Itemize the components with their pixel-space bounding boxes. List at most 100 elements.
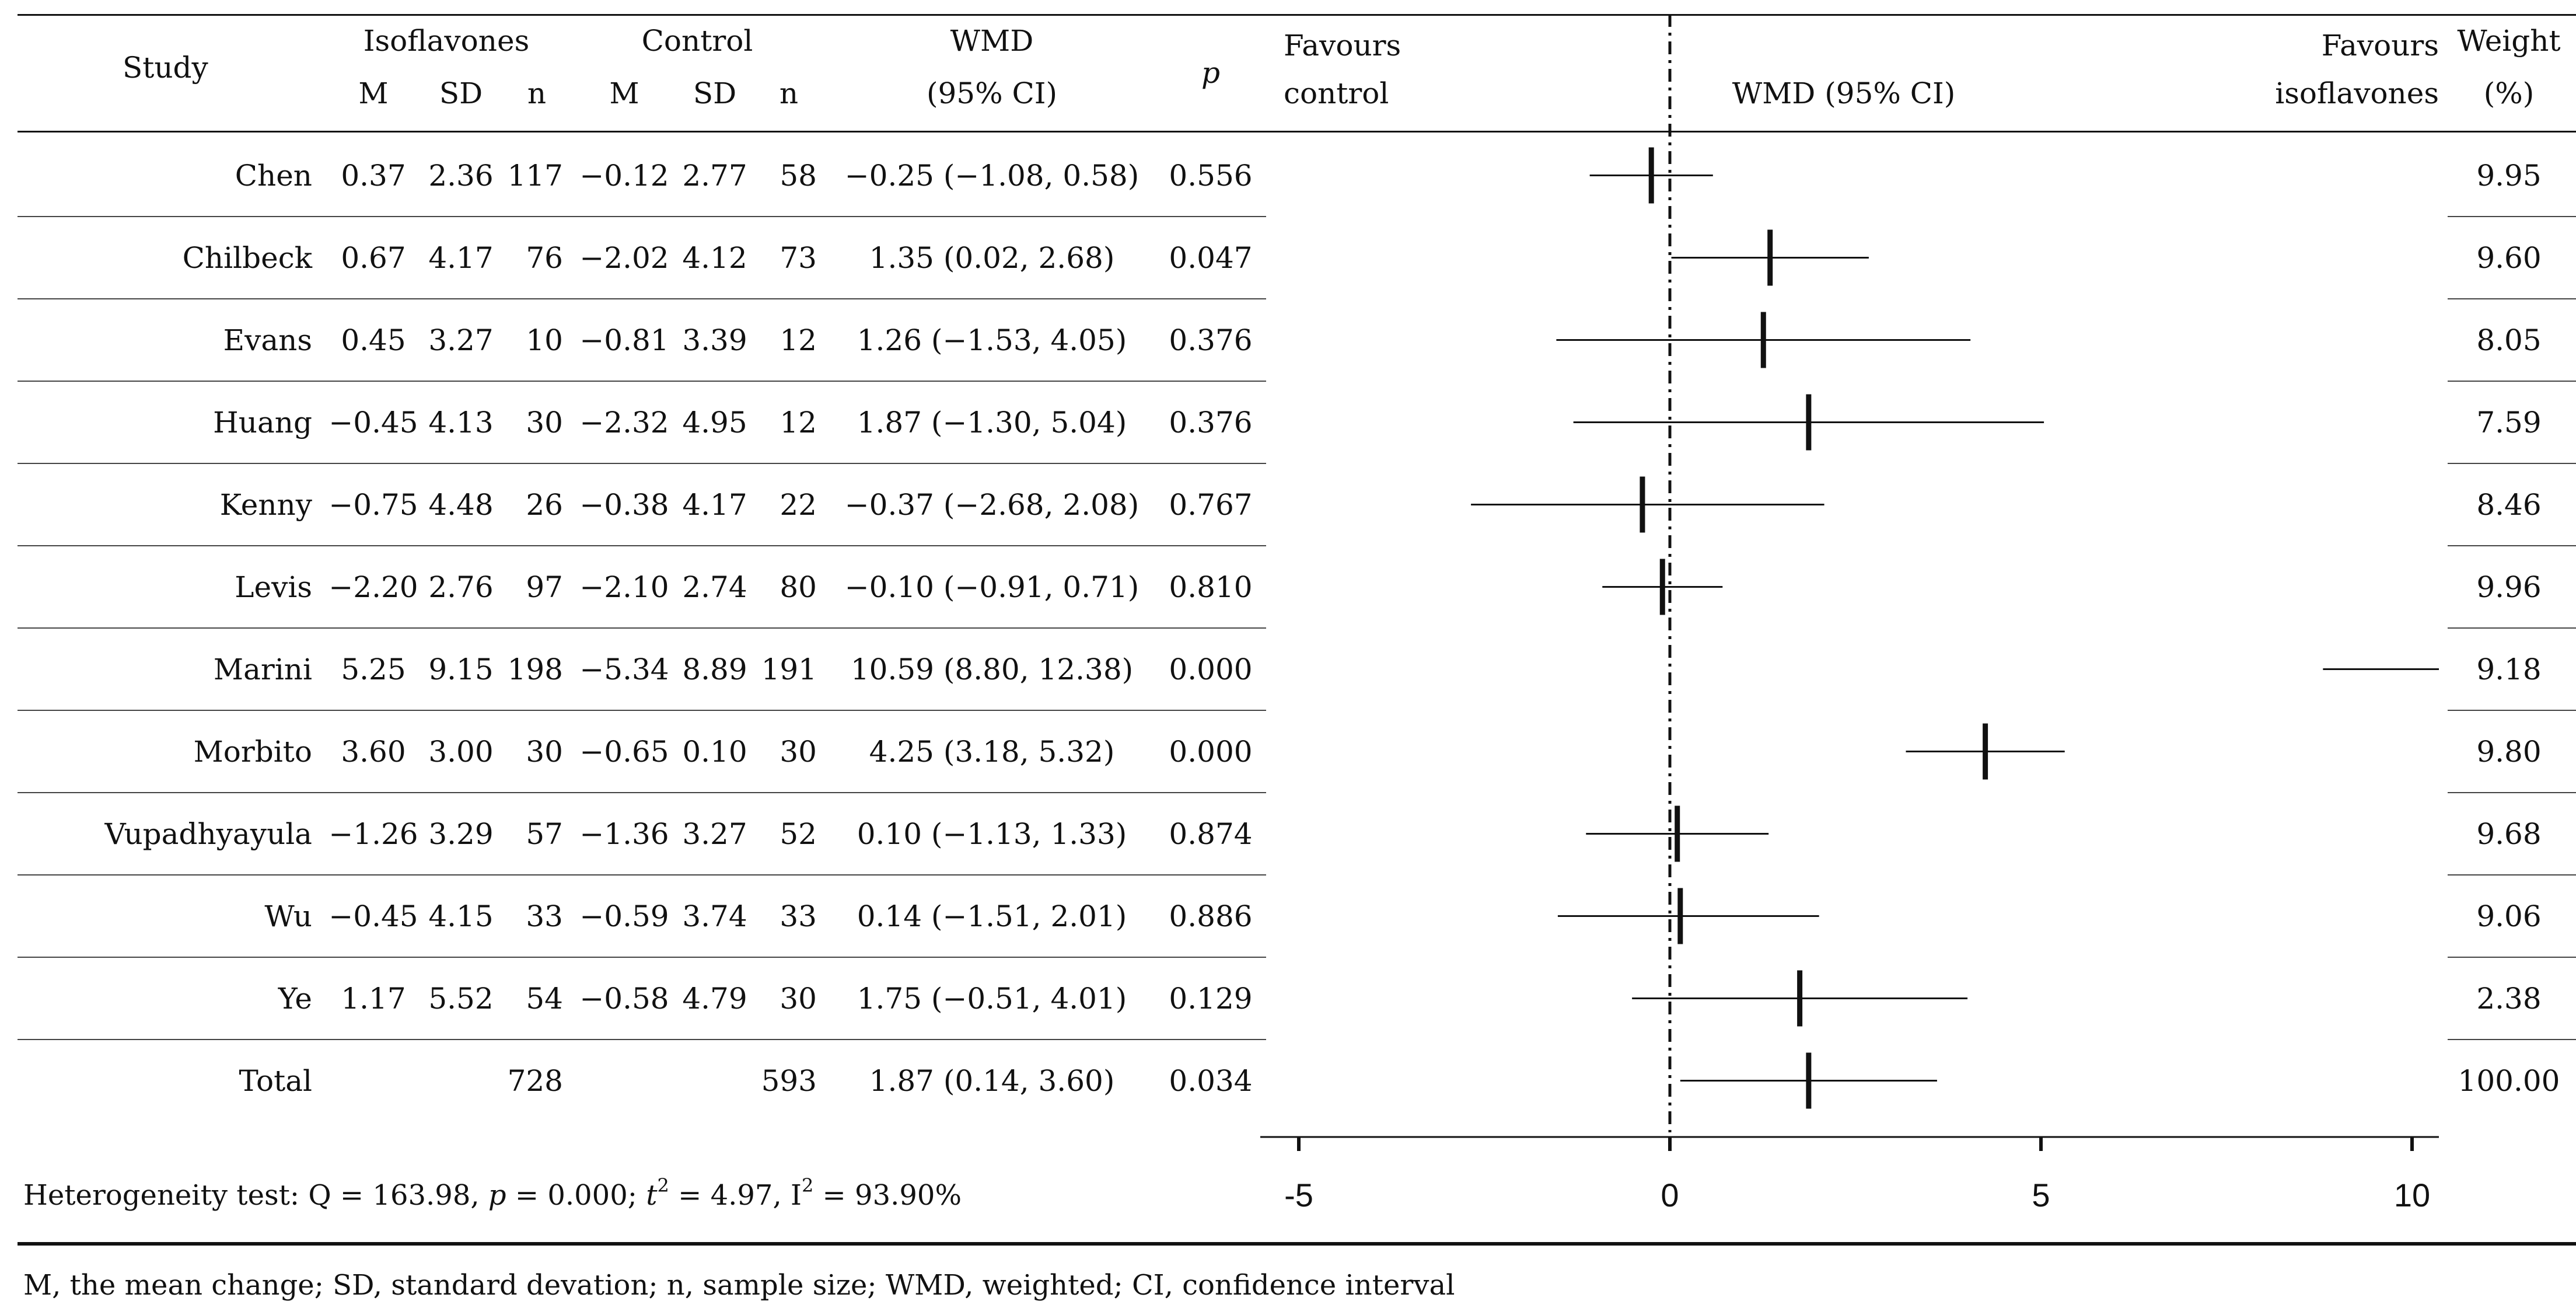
cell-wmd: 0.14 (−1.51, 2.01) bbox=[857, 899, 1127, 933]
cell-ctl-n: 12 bbox=[780, 405, 817, 440]
cell-p: 0.034 bbox=[1169, 1063, 1253, 1098]
cell-ctl-n: 22 bbox=[780, 487, 817, 522]
cell-ctl-sd: 4.95 bbox=[682, 405, 747, 440]
cell-study: Wu bbox=[264, 899, 312, 933]
cell-iso-n: 117 bbox=[507, 158, 563, 193]
cell-iso-m: −1.26 bbox=[328, 817, 418, 851]
iso-m-header: M bbox=[358, 76, 389, 110]
cell-p: 0.810 bbox=[1169, 570, 1253, 604]
cell-ctl-sd: 2.74 bbox=[682, 570, 747, 604]
cell-iso-m: −0.45 bbox=[328, 899, 418, 933]
header-rule bbox=[18, 131, 2576, 132]
row-separator bbox=[2448, 710, 2576, 711]
cell-study: Chilbeck bbox=[182, 240, 312, 275]
cell-ctl-sd: 3.27 bbox=[682, 817, 747, 851]
row-separator bbox=[18, 792, 1266, 793]
cell-ctl-m: −2.32 bbox=[579, 405, 669, 440]
cell-wmd: 1.87 (0.14, 3.60) bbox=[869, 1063, 1115, 1098]
row-separator bbox=[18, 710, 1266, 711]
cell-ctl-n: 30 bbox=[780, 981, 817, 1016]
cell-ctl-sd: 3.74 bbox=[682, 899, 747, 933]
row-separator bbox=[18, 545, 1266, 546]
cell-wmd: 10.59 (8.80, 12.38) bbox=[850, 652, 1134, 686]
cell-iso-n: 198 bbox=[507, 652, 563, 686]
row-separator bbox=[2448, 545, 2576, 546]
favours-control-line2: control bbox=[1284, 76, 1389, 110]
p-header: p bbox=[1201, 56, 1221, 90]
cell-p: 0.376 bbox=[1169, 323, 1253, 357]
cell-iso-n: 728 bbox=[507, 1063, 563, 1098]
cell-iso-m: 1.17 bbox=[341, 981, 406, 1016]
cell-ctl-m: −1.36 bbox=[579, 817, 669, 851]
cell-iso-m: 0.37 bbox=[341, 158, 406, 193]
cell-iso-sd: 4.13 bbox=[428, 405, 494, 440]
cell-wmd: −0.10 (−0.91, 0.71) bbox=[844, 570, 1140, 604]
cell-study: Evans bbox=[223, 323, 312, 357]
cell-iso-n: 76 bbox=[526, 240, 563, 275]
ctl-sd-header: SD bbox=[693, 76, 737, 110]
cell-weight: 9.68 bbox=[2476, 817, 2542, 851]
cell-iso-n: 33 bbox=[526, 899, 563, 933]
row-separator bbox=[18, 874, 1266, 876]
cell-ctl-n: 593 bbox=[761, 1063, 817, 1098]
favours-isoflavones-line1: Favours bbox=[2321, 29, 2439, 62]
cell-study: Marini bbox=[213, 652, 312, 686]
iso-n-header: n bbox=[527, 76, 547, 110]
cell-ctl-m: −0.65 bbox=[579, 734, 669, 769]
cell-p: 0.000 bbox=[1169, 652, 1253, 686]
weight-header-line1: Weight bbox=[2457, 24, 2561, 58]
cell-ctl-n: 12 bbox=[780, 323, 817, 357]
cell-weight: 9.96 bbox=[2476, 570, 2542, 604]
cell-weight: 7.59 bbox=[2476, 405, 2542, 440]
cell-weight: 100.00 bbox=[2458, 1063, 2560, 1098]
footnote: M, the mean change; SD, standard devatio… bbox=[23, 1269, 1455, 1302]
x-tick-label: 10 bbox=[2393, 1177, 2431, 1213]
cell-wmd: 4.25 (3.18, 5.32) bbox=[869, 734, 1115, 769]
cell-iso-sd: 3.29 bbox=[428, 817, 494, 851]
row-separator bbox=[18, 627, 1266, 629]
row-separator bbox=[18, 298, 1266, 299]
cell-p: 0.556 bbox=[1169, 158, 1253, 193]
cell-ctl-sd: 4.12 bbox=[682, 240, 747, 275]
cell-iso-sd: 4.48 bbox=[428, 487, 494, 522]
row-separator bbox=[2448, 627, 2576, 629]
cell-wmd: 1.87 (−1.30, 5.04) bbox=[857, 405, 1127, 440]
cell-iso-sd: 2.36 bbox=[428, 158, 494, 193]
row-separator bbox=[2448, 216, 2576, 217]
cell-iso-m: −2.20 bbox=[328, 570, 418, 604]
row-separator bbox=[2448, 463, 2576, 464]
wmd-ci-header: (95% CI) bbox=[926, 76, 1058, 110]
cell-ctl-m: −0.12 bbox=[579, 158, 669, 193]
cell-weight: 8.05 bbox=[2476, 323, 2542, 357]
weight-header-line2: (%) bbox=[2483, 76, 2535, 110]
cell-ctl-m: −0.38 bbox=[579, 487, 669, 522]
cell-iso-n: 30 bbox=[526, 405, 563, 440]
row-separator bbox=[2448, 957, 2576, 958]
favours-control-line1: Favours bbox=[1284, 29, 1401, 62]
row-separator bbox=[2448, 1039, 2576, 1040]
cell-iso-n: 30 bbox=[526, 734, 563, 769]
cell-ctl-sd: 2.77 bbox=[682, 158, 747, 193]
cell-weight: 9.95 bbox=[2476, 158, 2542, 193]
cell-p: 0.376 bbox=[1169, 405, 1253, 440]
cell-wmd: 1.75 (−0.51, 4.01) bbox=[857, 981, 1127, 1016]
cell-study: Ye bbox=[278, 981, 312, 1016]
cell-p: 0.874 bbox=[1169, 817, 1253, 851]
cell-ctl-sd: 4.79 bbox=[682, 981, 747, 1016]
isoflavones-header: Isoflavones bbox=[363, 24, 530, 58]
cell-iso-n: 26 bbox=[526, 487, 563, 522]
wmd-header: WMD bbox=[950, 24, 1034, 58]
cell-ctl-n: 30 bbox=[780, 734, 817, 769]
cell-iso-n: 54 bbox=[526, 981, 563, 1016]
cell-wmd: 0.10 (−1.13, 1.33) bbox=[857, 817, 1127, 851]
cell-iso-sd: 3.27 bbox=[428, 323, 494, 357]
cell-wmd: −0.37 (−2.68, 2.08) bbox=[844, 487, 1140, 522]
cell-ctl-n: 73 bbox=[780, 240, 817, 275]
cell-study: Kenny bbox=[219, 487, 312, 522]
cell-p: 0.129 bbox=[1169, 981, 1253, 1016]
cell-study: Chen bbox=[235, 158, 312, 193]
cell-ctl-sd: 3.39 bbox=[682, 323, 747, 357]
cell-iso-n: 10 bbox=[526, 323, 563, 357]
cell-ctl-n: 33 bbox=[780, 899, 817, 933]
